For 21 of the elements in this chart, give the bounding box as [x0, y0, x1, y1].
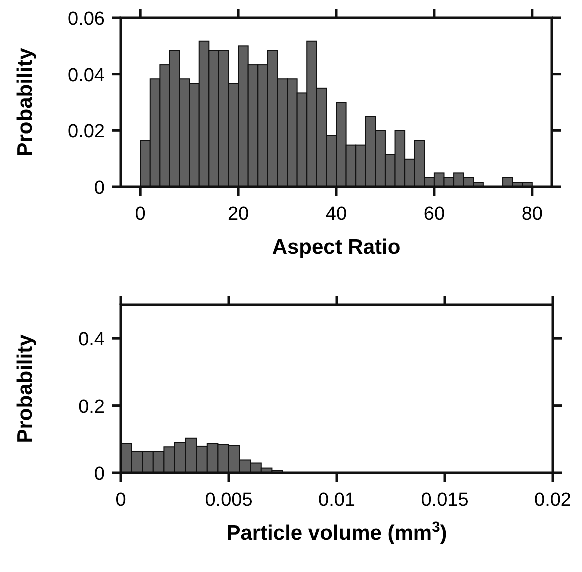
- x-tick-label: 80: [522, 204, 543, 225]
- x-tick-label: 60: [424, 204, 446, 225]
- x-tick-label: 0.02: [534, 490, 572, 511]
- x-tick-label: 0.005: [205, 490, 253, 511]
- y-axis-title: Probability: [14, 334, 37, 444]
- x-tick-label: 0: [116, 490, 126, 511]
- y-tick-label: 0.02: [68, 122, 105, 143]
- y-tick-label: 0: [94, 464, 105, 485]
- x-tick-label: 0.01: [318, 490, 356, 511]
- y-tick-label: 0.2: [78, 396, 105, 418]
- y-tick-label: 0.04: [68, 65, 106, 86]
- x-axis-title: Particle volume (mm$^{3}$): [226, 520, 448, 545]
- y-axis-title: Probability: [14, 48, 37, 157]
- y-tick-label: 0: [94, 178, 105, 199]
- y-tick-label: 0.06: [68, 9, 105, 30]
- y-tick-label: 0.4: [78, 330, 106, 351]
- x-tick-label: 0.015: [421, 490, 469, 511]
- x-tick-label: 0: [135, 204, 146, 225]
- x-tick-label: 20: [228, 204, 250, 225]
- x-axis-title: Aspect Ratio: [272, 236, 401, 259]
- x-tick-label: 40: [326, 204, 348, 225]
